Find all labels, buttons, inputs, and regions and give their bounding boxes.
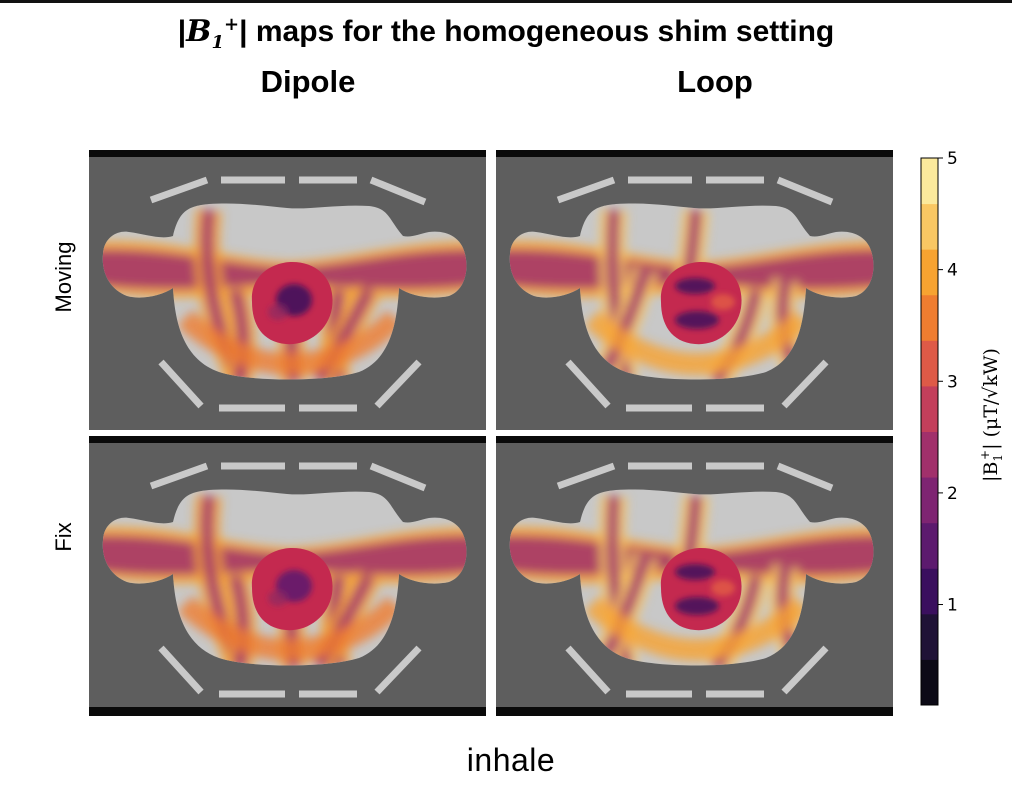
coil-element	[149, 462, 209, 490]
colorbar-segment	[921, 613, 938, 660]
coil-element	[565, 359, 611, 409]
heatmap-panel-moving-dipole	[89, 150, 486, 430]
colorbar-segment	[921, 294, 938, 341]
colorbar-label: |B1+| (μT/√kW)	[978, 348, 1005, 482]
panel-top-band	[496, 436, 893, 443]
colorbar-segment	[921, 568, 938, 615]
panel-top-band	[89, 436, 486, 443]
colorbar: 1 2 3 4 5 |B1+| (μT/√kW)	[920, 149, 1005, 706]
colorbar-tick-label: 3	[947, 372, 958, 392]
colorbar-tick-label: 4	[947, 261, 958, 281]
heatmap-panel-fix-dipole	[89, 436, 486, 716]
colorbar-segment	[921, 203, 938, 250]
top-rule	[0, 0, 1012, 3]
coil-element	[776, 462, 834, 492]
colorbar-tick-label: 1	[947, 596, 958, 616]
coil-element	[556, 176, 616, 204]
colorbar-segment	[921, 158, 938, 205]
heatmap-panel-fix-loop	[496, 436, 893, 716]
panel-top-band	[496, 150, 893, 157]
coil-element	[556, 462, 616, 490]
panel-bottom-band	[496, 707, 893, 716]
coil-element	[781, 359, 829, 409]
heatmap-panel-moving-loop	[496, 150, 893, 430]
coil-element	[374, 359, 422, 409]
colorbar-tick-label: 5	[947, 149, 958, 169]
coil-element	[374, 645, 422, 695]
colorbar-segment	[921, 385, 938, 432]
coil-element	[369, 176, 427, 206]
coil-element	[781, 645, 829, 695]
panel-grid	[89, 150, 893, 716]
panel-top-band	[89, 150, 486, 157]
colorbar-segment	[921, 249, 938, 296]
coil-element	[565, 645, 611, 695]
colorbar-frame	[920, 157, 939, 706]
colorbar-segment	[921, 340, 938, 387]
colorbar-segment	[921, 477, 938, 524]
colorbar-segment	[921, 659, 938, 706]
figure-title: |B1+| maps for the homogeneous shim sett…	[177, 14, 835, 53]
colorbar-tick-label: 2	[947, 484, 958, 504]
colorbar-segment	[921, 522, 938, 569]
panel-bottom-band	[89, 707, 486, 716]
colorbar-segment	[921, 431, 938, 478]
coil-element	[149, 176, 209, 204]
coil-element	[369, 462, 427, 492]
coil-element	[158, 645, 204, 695]
column-title-dipole: Dipole	[260, 64, 356, 99]
coil-element	[158, 359, 204, 409]
coil-element	[776, 176, 834, 206]
column-title-loop: Loop	[677, 64, 753, 99]
x-axis-label: inhale	[466, 742, 556, 778]
